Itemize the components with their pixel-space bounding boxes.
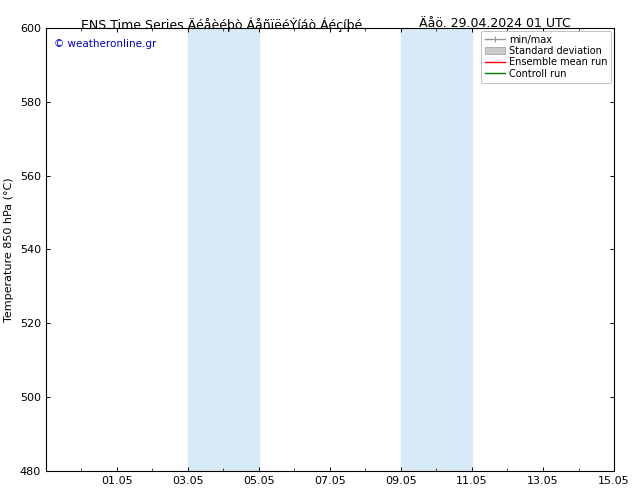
Legend: min/max, Standard deviation, Ensemble mean run, Controll run: min/max, Standard deviation, Ensemble me… — [481, 31, 611, 83]
Bar — [401, 28, 472, 471]
Y-axis label: Temperature 850 hPa (°C): Temperature 850 hPa (°C) — [4, 177, 14, 321]
Bar — [188, 28, 259, 471]
Text: Äåö. 29.04.2024 01 UTC: Äåö. 29.04.2024 01 UTC — [418, 17, 571, 30]
Text: © weatheronline.gr: © weatheronline.gr — [55, 39, 157, 49]
Text: ENS Time Series Äéåèéþò ÁåñïëéÝíáò Áéçíþé: ENS Time Series Äéåèéþò ÁåñïëéÝíáò Áéçíþ… — [81, 17, 363, 32]
